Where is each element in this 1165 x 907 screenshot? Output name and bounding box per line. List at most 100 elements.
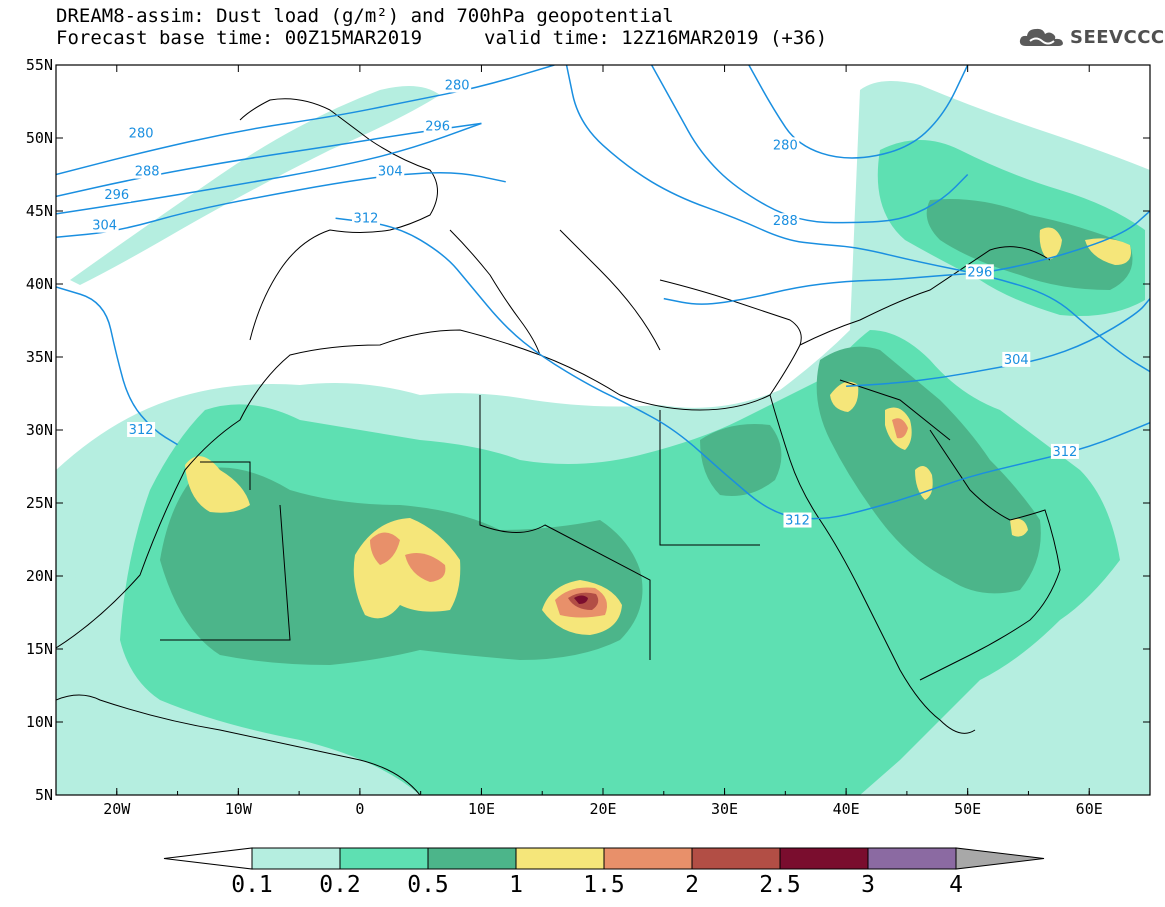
contour-label: 312 [354, 211, 379, 226]
colorbar-segment [427, 847, 517, 870]
colorbar-label: 0.5 [407, 872, 449, 898]
contour-label: 296 [104, 188, 129, 203]
dust-region-veryhigh-iraq [892, 418, 908, 439]
contour-label-bg [423, 118, 452, 134]
dust-region-veryhigh-niger [370, 532, 400, 565]
lat-tick-label: 40N [26, 275, 53, 293]
dust-region-high-aral [1085, 238, 1131, 265]
contour-label-bg [90, 217, 119, 233]
dust-region-high-uae [1010, 518, 1028, 537]
coastlines [56, 98, 1061, 795]
colorbar-label: 1.5 [583, 872, 625, 898]
lon-tick-label: 20W [103, 800, 131, 818]
contour-label: 280 [773, 138, 798, 153]
contour-line [650, 65, 969, 224]
dust-region-dense-caspian [926, 199, 1133, 290]
contour-label-bg [127, 422, 156, 437]
contour-label-bg [376, 163, 405, 179]
lon-tick-label: 30E [711, 800, 738, 818]
colorbar: 0.1 0.2 0.5 1 1.5 2 2.5 3 4 [163, 847, 1045, 898]
colorbar-label: 2.5 [759, 872, 801, 898]
lat-tick-label: 15N [26, 640, 53, 658]
contour-line [56, 65, 555, 176]
dust-region-high-western-sahara [185, 456, 250, 513]
lon-tick-label: 20E [589, 800, 616, 818]
colorbar-label: 0.2 [319, 872, 361, 898]
dust-region-dense-egypt [700, 424, 782, 496]
contour-label: 296 [425, 119, 450, 134]
colorbar-over-triangle [955, 847, 1045, 870]
contour-line [846, 298, 1150, 387]
contour-label: 312 [785, 514, 810, 529]
logo-text: SEEVCCC [1070, 26, 1165, 48]
colorbar-segment [691, 847, 781, 870]
colorbar-segment [515, 847, 605, 870]
lat-tick-label: 50N [26, 129, 53, 147]
contour-line [56, 122, 482, 215]
colorbar-segment [339, 847, 429, 870]
valid-time: valid time: 12Z16MAR2019 (+36) [484, 27, 828, 49]
lat-tick-label: 25N [26, 494, 53, 512]
lon-tick-label: 10E [468, 800, 495, 818]
lat-tick-label: 30N [26, 421, 53, 439]
contour-label-bg [1002, 351, 1031, 367]
map-fill-layer [56, 65, 1150, 795]
contour-label: 296 [967, 265, 992, 280]
colorbar-label: 1 [509, 872, 523, 898]
contour-label: 312 [1052, 445, 1077, 460]
colorbar-under-triangle [163, 847, 253, 870]
contour-line [335, 217, 1150, 520]
map-title: DREAM8-assim: Dust load (g/m²) and 700hP… [56, 5, 674, 27]
cloud-icon [1019, 28, 1063, 46]
dust-region-light-ocean [70, 400, 180, 640]
contour-label-bg [351, 210, 380, 226]
dust-region-high-syria [830, 381, 859, 412]
contour-label-bg [1050, 443, 1079, 459]
dust-region-high-caspian [1039, 227, 1062, 260]
contour-label: 280 [445, 78, 470, 93]
lat-tick-label: 10N [26, 713, 53, 731]
lat-tick-label: 20N [26, 567, 53, 585]
contour-label: 312 [129, 423, 154, 438]
lat-tick-label: 35N [26, 348, 53, 366]
contour-label-bg [771, 137, 800, 153]
colorbar-label: 2 [685, 872, 699, 898]
colorbar-label: 3 [861, 872, 875, 898]
contour-line [663, 210, 1150, 305]
contour-label-bg [133, 163, 162, 179]
lat-tick-label: 45N [26, 202, 53, 220]
contour-line [565, 65, 1150, 373]
contour-line [56, 286, 178, 446]
lon-tick-label: 50E [954, 800, 981, 818]
contour-line [56, 122, 482, 198]
contour-label: 288 [773, 214, 798, 229]
logo: SEEVCCC [1018, 24, 1165, 50]
lat-tick-label: 55N [26, 56, 53, 74]
lon-tick-label: 0 [355, 800, 364, 818]
contour-label: 280 [129, 127, 154, 142]
colorbar-label: 4 [949, 872, 963, 898]
dust-region-peak-chad [574, 595, 588, 604]
contour-line [56, 171, 506, 239]
longitude-ticks: 20W 10W 0 10E 20E 30E 40E 50E 60E [55, 65, 1151, 818]
contour-line [748, 65, 969, 159]
lon-tick-label: 10W [225, 800, 253, 818]
forecast-base-time: Forecast base time: 00Z15MAR2019 [56, 27, 423, 49]
contour-label: 288 [135, 165, 160, 180]
lon-tick-label: 60E [1076, 800, 1103, 818]
contour-label: 304 [1004, 353, 1029, 368]
contour-label-bg [127, 125, 156, 141]
geopotential-contours: 280 280 288 296 296 304 304 312 312 312 312 288 280 2… [56, 65, 1150, 529]
colorbar-segment [867, 847, 957, 870]
colorbar-segment [603, 847, 693, 870]
contour-label-bg [771, 213, 800, 229]
colorbar-label: 0.1 [231, 872, 273, 898]
dust-region-veryhigh-niger-east [405, 552, 446, 582]
lon-tick-label: 40E [833, 800, 860, 818]
lat-tick-label: 5N [35, 786, 53, 804]
contour-label: 304 [92, 219, 117, 234]
contour-label-bg [443, 77, 472, 93]
contour-label-bg [783, 512, 812, 528]
colorbar-segment [251, 847, 341, 870]
